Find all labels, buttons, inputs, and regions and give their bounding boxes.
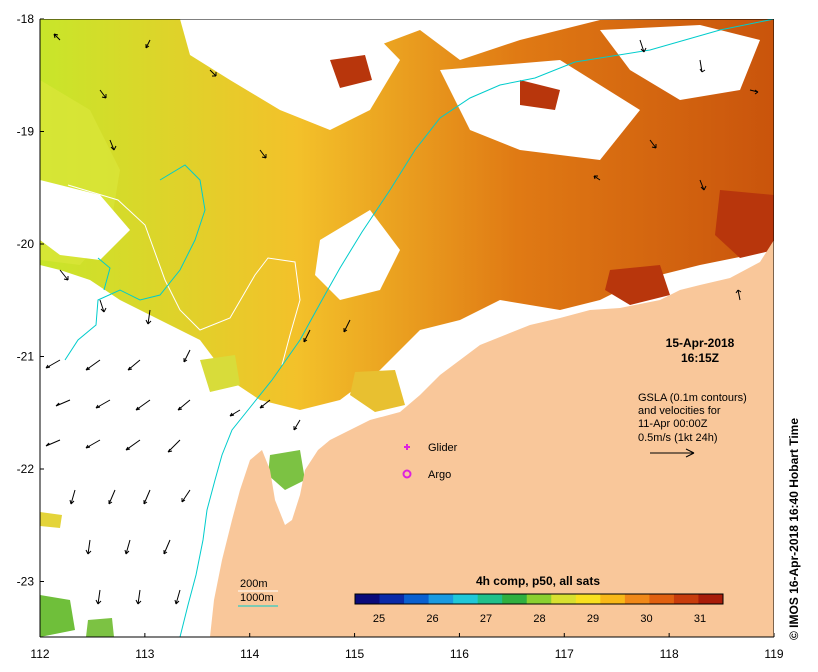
colorbar-cell	[698, 594, 724, 604]
svg-text:Glider: Glider	[428, 442, 458, 454]
sst-cool-patch	[200, 355, 240, 392]
colorbar-cell	[404, 594, 430, 604]
isobath-1000m	[64, 164, 206, 361]
x-tick-label: 117	[555, 647, 574, 661]
colorbar-cell	[673, 594, 699, 604]
argo-icon	[402, 469, 412, 479]
colorbar-label: 26	[426, 613, 438, 625]
cloud-gap	[440, 60, 640, 160]
colorbar-cell	[477, 594, 503, 604]
x-tick-label: 116	[450, 647, 469, 661]
map-time: 16:15Z	[681, 351, 719, 365]
sst-warm-patch	[520, 80, 560, 110]
x-tick-label: 118	[660, 647, 679, 661]
colorbar-label: 25	[373, 613, 385, 625]
x-tick-label: 114	[240, 647, 259, 661]
cloud-gap	[315, 210, 400, 300]
colorbar-cell	[428, 594, 454, 604]
y-tick-label: -19	[17, 125, 35, 139]
colorbar-label: 30	[640, 613, 652, 625]
y-tick-label: -18	[17, 12, 35, 26]
gsla-line-1: GSLA (0.1m contours)	[638, 392, 747, 404]
y-tick-label: -23	[17, 575, 35, 589]
velocity-arrows	[45, 33, 759, 605]
glider-legend: Glider	[404, 442, 458, 454]
sst-cool-patch	[40, 595, 75, 637]
x-axis: 112 113 114 115 116 117 118 119	[30, 633, 784, 661]
isobath-1000m	[97, 257, 111, 291]
y-axis: -18 -19 -20 -21 -22 -23	[17, 12, 44, 637]
colorbar-cell	[526, 594, 552, 604]
colorbar-label: 29	[587, 613, 599, 625]
colorbar-cell	[551, 594, 577, 604]
x-tick-label: 112	[30, 647, 49, 661]
colorbar: 4h comp, p50, all sats 25 26 27 28 29 30 31	[354, 574, 724, 625]
colorbar-label: 31	[694, 613, 706, 625]
svg-text:200m: 200m	[240, 578, 268, 590]
map-date: 15-Apr-2018	[666, 336, 735, 350]
isobath-200m	[67, 184, 301, 366]
x-tick-label: 115	[345, 647, 364, 661]
velocity-scale-arrow	[650, 448, 695, 458]
svg-text:1000m: 1000m	[240, 592, 274, 604]
colorbar-cell	[600, 594, 626, 604]
cloud-gap	[600, 25, 760, 100]
x-tick-label: 119	[764, 647, 783, 661]
credit-text: © IMOS 16-Apr-2018 16:40 Hobart Time	[787, 417, 801, 640]
colorbar-cell	[355, 594, 381, 604]
colorbar-cell	[453, 594, 479, 604]
y-tick-label: -20	[17, 237, 35, 251]
sst-warm-patch	[715, 190, 774, 258]
colorbar-label: 28	[533, 613, 545, 625]
sst-cool-patch	[268, 450, 305, 490]
colorbar-cell	[502, 594, 528, 604]
cloud-gap	[180, 19, 400, 130]
gsla-line-2: and velocities for	[638, 405, 721, 417]
colorbar-cell	[575, 594, 601, 604]
glider-icon	[404, 444, 410, 450]
sst-warm-patch	[605, 265, 670, 305]
isobath-1000m	[179, 19, 774, 637]
cloud-gap	[40, 180, 130, 260]
colorbar-cell	[649, 594, 675, 604]
svg-text:4h comp, p50, all sats: 4h comp, p50, all sats	[476, 574, 600, 588]
y-tick-label: -22	[17, 462, 35, 476]
colorbar-cell	[379, 594, 405, 604]
gsla-line-4: 0.5m/s (1kt 24h)	[638, 432, 717, 444]
sst-cool-patch	[86, 618, 114, 637]
colorbar-label: 27	[480, 613, 492, 625]
gsla-line-3: 11-Apr 00:00Z	[638, 418, 708, 430]
isobath-legend: 200m 1000m	[234, 576, 282, 610]
sst-cool-patch	[40, 512, 62, 528]
land	[210, 240, 774, 637]
svg-text:Argo: Argo	[428, 469, 451, 481]
x-tick-label: 113	[135, 647, 154, 661]
sst-cool-patch	[350, 370, 405, 412]
y-tick-label: -21	[17, 350, 35, 364]
colorbar-cell	[624, 594, 650, 604]
sst-warm-patch	[330, 55, 372, 88]
argo-legend: Argo	[402, 469, 451, 481]
